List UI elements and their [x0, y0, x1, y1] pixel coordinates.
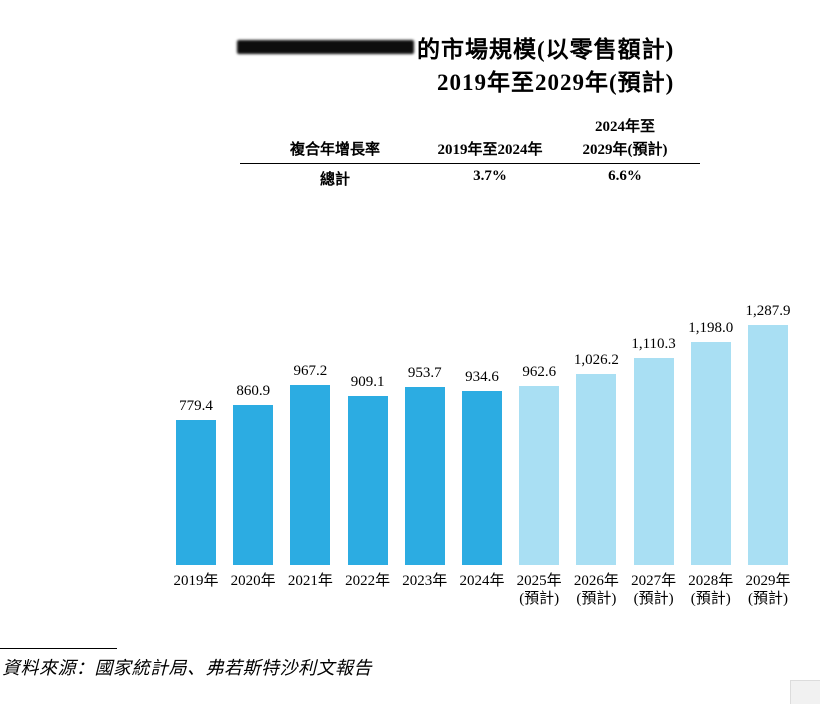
bar-value-label: 962.6	[522, 364, 557, 380]
bar-2026	[576, 374, 617, 565]
bar-2022	[347, 396, 388, 565]
chart-title-line1: 的市場規模(以零售額計)	[237, 30, 674, 64]
col2-header: 2019年至2024年	[437, 142, 543, 158]
cagr-table: 2024年至 複合年增長率 2019年至2024年 2029年(預計) 總計 3…	[240, 114, 700, 190]
cagr-table-header-row: 複合年增長率 2019年至2024年 2029年(預計)	[240, 137, 700, 160]
bar-category-label: 2025年 (預計)	[516, 573, 562, 608]
bar-value-label: 1,026.2	[573, 352, 619, 368]
bar-category-label: 2022年	[345, 573, 391, 589]
bar-category-label: 2027年 (預計)	[631, 573, 677, 608]
col3-header-line1: 2024年至	[594, 119, 655, 135]
total-cagr-2019-2024: 3.7%	[473, 168, 507, 184]
bar-value-label: 953.7	[407, 365, 442, 381]
bar-category-label: 2020年	[230, 573, 276, 589]
bar-value-label: 860.9	[236, 383, 271, 399]
source-note: 資料來源：國家統計局、弗若斯特沙利文報告	[2, 658, 372, 678]
bar-2021	[290, 385, 331, 565]
table-row: 總計 3.7% 6.6%	[240, 164, 700, 190]
cagr-table-header-top-row: 2024年至	[240, 114, 700, 137]
total-row-label: 總計	[319, 172, 350, 188]
bar-value-label: 1,198.0	[688, 320, 734, 336]
bar-category-label: 2028年 (預計)	[688, 573, 734, 608]
source-divider	[0, 648, 117, 649]
col3-header-line2: 2029年(預計)	[582, 142, 668, 158]
bar-value-label: 1,110.3	[631, 336, 676, 352]
bar-value-label: 909.1	[350, 374, 385, 390]
bar-value-label: 779.4	[179, 398, 213, 414]
bar-category-label: 2024年	[459, 573, 505, 589]
bar-category-label: 2029年 (預計)	[745, 573, 791, 608]
bar-category-label: 2026年 (預計)	[573, 573, 619, 608]
bar-2024	[462, 391, 502, 565]
bar-category-label: 2021年	[287, 573, 333, 589]
scrollbar-corner-artifact	[790, 680, 820, 704]
redacted-company-name-block	[237, 40, 414, 54]
bar-category-label: 2023年	[402, 573, 448, 589]
bar-category-label: 2019年	[173, 573, 219, 589]
bar-2027	[633, 358, 674, 565]
col1-header: 複合年增長率	[289, 142, 380, 158]
total-cagr-2024-2029: 6.6%	[608, 168, 642, 184]
table-header-rule	[240, 163, 700, 164]
bar-2025	[519, 386, 560, 565]
bar-value-label: 934.6	[465, 369, 499, 385]
chart-title-line2: 2019年至2029年(預計)	[437, 70, 675, 95]
bar-2023	[404, 387, 445, 565]
chart-title-text: 的市場規模(以零售額計)	[417, 37, 675, 62]
bar-value-label: 967.2	[293, 363, 328, 379]
bar-value-label: 1,287.9	[745, 303, 791, 319]
bar-2029	[748, 325, 788, 565]
bar-2020	[233, 405, 274, 565]
bar-2019	[176, 420, 216, 565]
bar-2028	[690, 342, 731, 565]
